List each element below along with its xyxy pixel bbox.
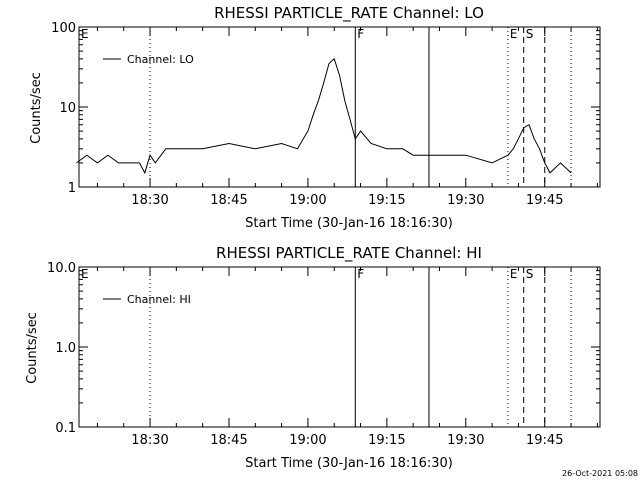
chart-title-hi: RHESSI PARTICLE_RATE Channel: HI bbox=[216, 244, 482, 263]
x-tick-label: 18:45 bbox=[210, 433, 247, 448]
y-tick-label: 0.1 bbox=[55, 421, 76, 436]
x-tick-label: 19:30 bbox=[447, 193, 484, 208]
plot-frame-hi bbox=[78, 266, 601, 428]
event-marker-label: F bbox=[357, 27, 364, 41]
x-tick-label: 19:00 bbox=[289, 433, 326, 448]
x-tick-label: 19:15 bbox=[368, 193, 405, 208]
event-marker-label: E bbox=[510, 267, 518, 281]
x-tick-label: 19:00 bbox=[289, 193, 326, 208]
plot-frame-lo bbox=[78, 26, 601, 188]
panel-hi: 0.1 1.0 10.0 18:30 18:45 19:00 19:15 19:30 19:45… bbox=[47, 261, 601, 448]
legend-label-hi: Channel: HI bbox=[127, 293, 191, 306]
y-axis-label-hi: Counts/sec bbox=[25, 312, 40, 384]
chart-title-lo: RHESSI PARTICLE_RATE Channel: LO bbox=[214, 4, 484, 23]
x-tick-label: 19:45 bbox=[526, 433, 563, 448]
legend-label-lo: Channel: LO bbox=[127, 53, 194, 66]
y-tick-label: 10 bbox=[59, 101, 76, 116]
x-tick-label: 18:30 bbox=[131, 193, 168, 208]
series-line-lo bbox=[76, 57, 572, 175]
event-marker-label: E bbox=[81, 267, 89, 281]
event-marker-label: E bbox=[510, 27, 518, 41]
y-tick-label: 1 bbox=[68, 181, 76, 196]
x-axis-label-lo: Start Time (30-Jan-16 18:16:30) bbox=[245, 216, 453, 231]
y-tick-label: 1.0 bbox=[55, 341, 76, 356]
event-marker-label: S bbox=[526, 267, 534, 281]
event-marker-label: E bbox=[81, 27, 89, 41]
x-tick-label: 19:15 bbox=[368, 433, 405, 448]
event-marker-label: F bbox=[357, 267, 364, 281]
x-tick-label: 19:30 bbox=[447, 433, 484, 448]
x-tick-label: 18:45 bbox=[210, 193, 247, 208]
footer-timestamp: 26-Oct-2021 05:08 bbox=[562, 469, 638, 478]
y-tick-label: 100 bbox=[51, 21, 76, 36]
x-axis-label-hi: Start Time (30-Jan-16 18:16:30) bbox=[245, 456, 453, 471]
x-tick-label: 18:30 bbox=[131, 433, 168, 448]
y-tick-label: 10.0 bbox=[47, 261, 76, 276]
y-axis-label-lo: Counts/sec bbox=[29, 72, 44, 144]
x-tick-label: 19:45 bbox=[526, 193, 563, 208]
event-marker-label: S bbox=[526, 27, 534, 41]
